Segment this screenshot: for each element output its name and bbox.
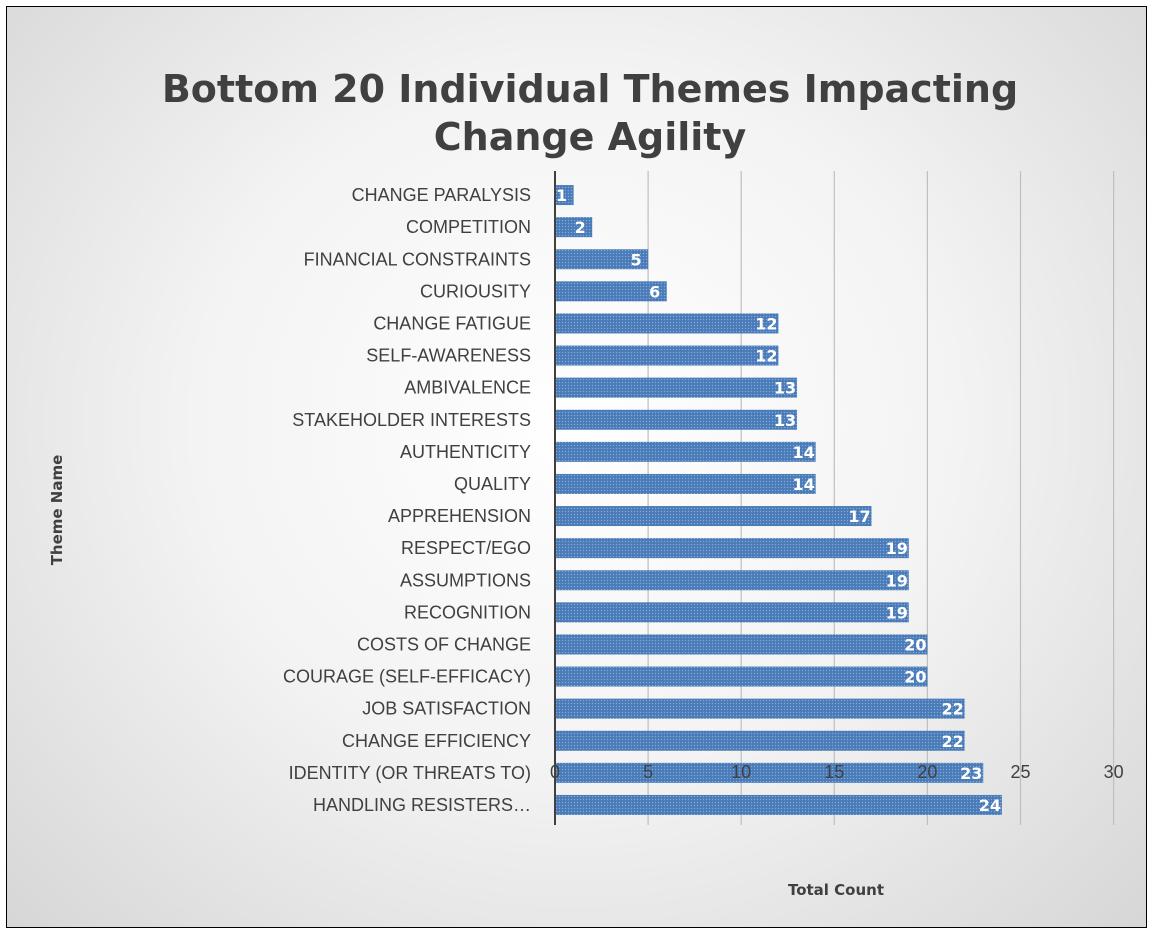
chart-title-line-2: Change Agility xyxy=(433,115,747,159)
bar-value-label: 14 xyxy=(793,443,815,462)
category-label: SELF-AWARENESS xyxy=(366,346,531,366)
category-label: COURAGE (SELF-EFFICACY) xyxy=(283,667,531,687)
x-tick-label: 20 xyxy=(917,762,937,782)
bar-value-label: 12 xyxy=(755,314,777,333)
x-tick-label: 10 xyxy=(731,762,751,782)
category-label: ASSUMPTIONS xyxy=(400,570,531,590)
category-labels: CHANGE PARALYSIS COMPETITION FINANCIAL CON… xyxy=(283,185,531,815)
category-label: RECOGNITION xyxy=(404,602,531,622)
bar xyxy=(555,281,667,302)
bar xyxy=(555,441,816,462)
bar-value-label: 23 xyxy=(960,764,982,783)
category-label: QUALITY xyxy=(454,474,531,494)
x-tick-label: 15 xyxy=(824,762,844,782)
bar xyxy=(555,538,909,559)
bar xyxy=(555,249,649,270)
bar-value-label: 17 xyxy=(848,507,870,526)
category-label: CHANGE PARALYSIS xyxy=(352,185,531,205)
bar xyxy=(555,185,574,206)
category-label: FINANCIAL CONSTRAINTS xyxy=(304,249,531,269)
bar-value-label: 19 xyxy=(886,603,908,622)
x-tick-label: 5 xyxy=(643,762,653,782)
bar xyxy=(555,666,928,687)
x-tick-label: 25 xyxy=(1010,762,1030,782)
chart-title: Bottom 20 Individual Themes Impacting Ch… xyxy=(7,65,1146,161)
bar-value-label: 5 xyxy=(631,250,642,269)
category-label: IDENTITY (OR THREATS TO) xyxy=(289,763,531,783)
category-label: RESPECT/EGO xyxy=(401,538,531,558)
category-label: CURIOUSITY xyxy=(420,281,531,301)
bar xyxy=(555,409,798,430)
chart-area: Bottom 20 Individual Themes Impacting Ch… xyxy=(6,6,1147,928)
bar-value-label: 24 xyxy=(979,796,1001,815)
category-label: CHANGE EFFICIENCY xyxy=(342,731,531,751)
bar-value-label: 13 xyxy=(774,411,796,430)
category-label: STAKEHOLDER INTERESTS xyxy=(292,410,531,430)
bar xyxy=(555,506,872,527)
bar-value-label: 22 xyxy=(942,732,964,751)
category-label: JOB SATISFACTION xyxy=(362,699,531,719)
bar-value-label: 6 xyxy=(649,282,660,301)
gridlines xyxy=(647,171,1115,825)
bar xyxy=(555,634,928,655)
bar xyxy=(555,345,779,366)
bar xyxy=(555,794,1002,815)
bar xyxy=(555,473,816,494)
bar-value-label: 22 xyxy=(942,700,964,719)
category-label: CHANGE FATIGUE xyxy=(373,313,531,333)
bar-value-label: 19 xyxy=(886,539,908,558)
bar xyxy=(555,313,779,334)
bar-value-label: 2 xyxy=(575,218,586,237)
bar-value-label: 1 xyxy=(556,186,567,205)
x-tick-labels: 051015202530 xyxy=(550,762,1124,782)
bar xyxy=(555,762,984,783)
bar-value-label: 19 xyxy=(886,571,908,590)
bar-value-label: 20 xyxy=(904,668,926,687)
bar xyxy=(555,602,909,623)
bar-value-label: 14 xyxy=(793,475,815,494)
bar xyxy=(555,730,965,751)
category-label: HANDLING RESISTERS… xyxy=(313,795,531,815)
category-label: COMPETITION xyxy=(406,217,531,237)
category-label: AMBIVALENCE xyxy=(404,378,531,398)
x-tick-label: 30 xyxy=(1104,762,1124,782)
category-label: AUTHENTICITY xyxy=(400,442,531,462)
category-label: COSTS OF CHANGE xyxy=(357,634,531,654)
y-axis-title: Theme Name xyxy=(48,455,66,566)
bar xyxy=(555,698,965,719)
chart-title-line-1: Bottom 20 Individual Themes Impacting xyxy=(161,67,1019,111)
bar-value-label: 13 xyxy=(774,379,796,398)
bar xyxy=(555,570,909,591)
category-label: APPREHENSION xyxy=(388,506,531,526)
bar-value-label: 20 xyxy=(904,635,926,654)
bar-value-label: 12 xyxy=(755,347,777,366)
bar xyxy=(555,217,593,238)
x-axis-title: Total Count xyxy=(788,881,884,899)
bar xyxy=(555,377,798,398)
